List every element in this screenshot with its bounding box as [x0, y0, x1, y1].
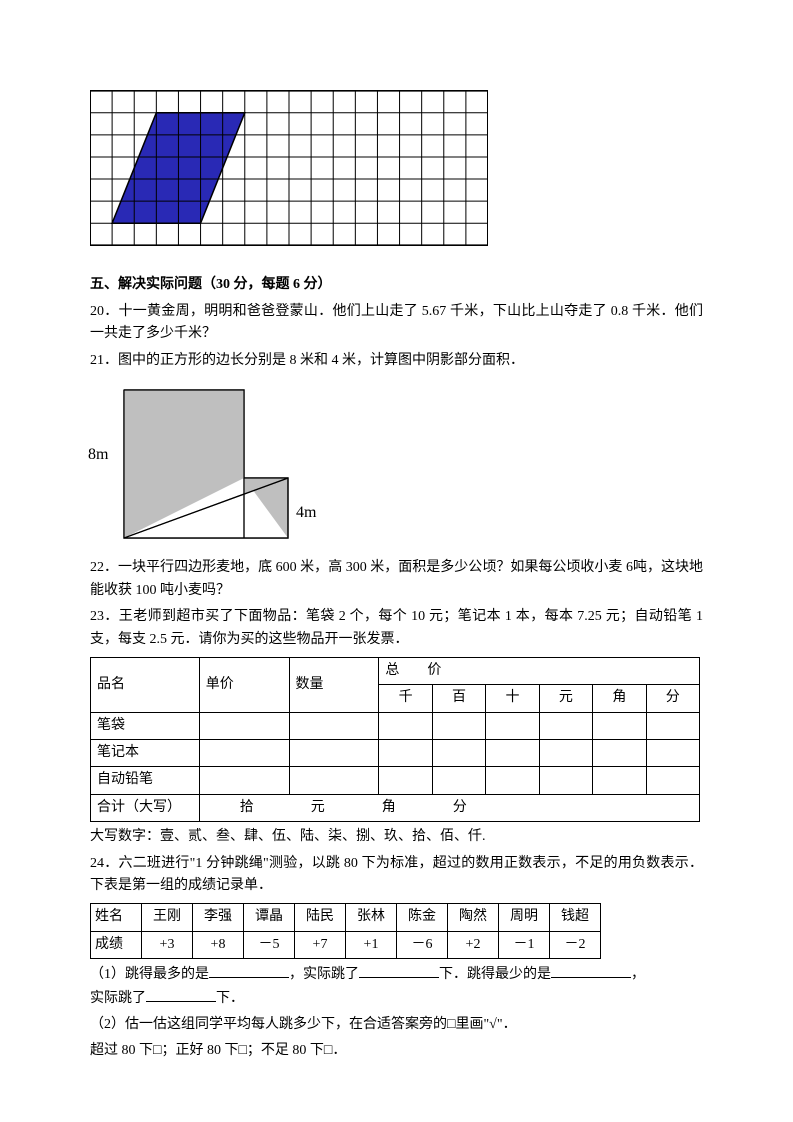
sub1-c: 下．跳得最少的是: [439, 967, 551, 982]
table-row: 笔记本: [91, 740, 700, 767]
th-thousand: 千: [379, 685, 432, 712]
name-cell: 陶然: [448, 904, 499, 931]
score-cell: +1: [346, 931, 397, 958]
cell-sum-label: 合计（大写）: [91, 794, 200, 821]
sub1-a: （1）跳得最多的是: [90, 967, 209, 982]
question-21: 21．图中的正方形的边长分别是 8 米和 4 米，计算图中阴影部分面积．: [90, 350, 703, 372]
name-cell: 张林: [346, 904, 397, 931]
sub1-d: ，: [631, 967, 645, 982]
blank-input[interactable]: [551, 963, 631, 978]
sum-yuan: 元: [311, 800, 325, 815]
score-cell: +8: [193, 931, 244, 958]
sub1-f: 下．: [216, 991, 244, 1006]
q24-sub2: （2）估一估这组同学平均每人跳多少下，在合适答案旁的□里画"√"．: [90, 1014, 703, 1036]
score-cell: －1: [499, 931, 550, 958]
score-table: 姓名 王刚 李强 谭晶 陆民 张林 陈金 陶然 周明 钱超 成绩 +3 +8 －…: [90, 903, 601, 959]
name-cell: 周明: [499, 904, 550, 931]
blank-input[interactable]: [209, 963, 289, 978]
score-cell: －5: [244, 931, 295, 958]
section-5-header: 五、解决实际问题（30 分，每题 6 分）: [90, 274, 703, 296]
question-24: 24．六二班进行"1 分钟跳绳"测验，以跳 80 下为标准，超过的数用正数表示，…: [90, 853, 703, 898]
th-name: 姓名: [91, 904, 142, 931]
sub1-e: 实际跳了: [90, 991, 146, 1006]
blank-input[interactable]: [359, 963, 439, 978]
name-cell: 陆民: [295, 904, 346, 931]
name-cell: 王刚: [142, 904, 193, 931]
name-cell: 钱超: [550, 904, 601, 931]
th-name: 品名: [91, 657, 200, 712]
score-cell: +7: [295, 931, 346, 958]
score-cell: +3: [142, 931, 193, 958]
table-row: 笔袋: [91, 712, 700, 739]
cell-name: 笔袋: [91, 712, 200, 739]
th-price: 单价: [199, 657, 289, 712]
score-cell: －6: [397, 931, 448, 958]
table-row-sum: 合计（大写） 拾 元 角 分: [91, 794, 700, 821]
blank-input[interactable]: [146, 987, 216, 1002]
question-22: 22．一块平行四边形麦地，底 600 米，高 300 米，面积是多少公顷？如果每…: [90, 557, 703, 602]
question-20: 20．十一黄金周，明明和爸爸登蒙山．他们上山走了 5.67 千米，下山比上山夺走…: [90, 301, 703, 346]
th-hundred: 百: [432, 685, 485, 712]
caps-digits: 大写数字：壹、贰、叁、肆、伍、陆、柒、捌、玖、拾、佰、仟.: [90, 826, 703, 848]
th-score: 成绩: [91, 931, 142, 958]
th-fen: 分: [646, 685, 699, 712]
table-row: 成绩 +3 +8 －5 +7 +1 －6 +2 －1 －2: [91, 931, 601, 958]
name-cell: 李强: [193, 904, 244, 931]
q24-sub1: （1）跳得最多的是 ，实际跳了 下．跳得最少的是 ， 实际跳了 下．: [90, 963, 703, 1010]
label-8m: 8m: [88, 442, 108, 468]
name-cell: 谭晶: [244, 904, 295, 931]
th-ten: 十: [486, 685, 539, 712]
th-jiao: 角: [593, 685, 646, 712]
table-row: 自动铅笔: [91, 767, 700, 794]
shaded-shape-figure: 8m 4m: [120, 386, 703, 549]
q24-options: 超过 80 下□；正好 80 下□；不足 80 下□．: [90, 1040, 703, 1062]
sum-jiao: 角: [382, 800, 396, 815]
sub1-b: ，实际跳了: [289, 967, 359, 982]
invoice-table: 品名 单价 数量 总 价 千 百 十 元 角 分 笔袋 笔记本 自动铅笔 合计（…: [90, 657, 700, 822]
score-cell: +2: [448, 931, 499, 958]
score-cell: －2: [550, 931, 601, 958]
name-cell: 陈金: [397, 904, 448, 931]
label-4m: 4m: [296, 500, 316, 526]
th-yuan: 元: [539, 685, 592, 712]
th-qty: 数量: [289, 657, 379, 712]
sum-shi: 拾: [240, 800, 254, 815]
question-23: 23．王老师到超市买了下面物品：笔袋 2 个，每个 10 元；笔记本 1 本，每…: [90, 606, 703, 651]
sum-fen: 分: [453, 800, 467, 815]
th-total: 总 价: [379, 657, 700, 684]
cell-name: 自动铅笔: [91, 767, 200, 794]
table-row: 姓名 王刚 李强 谭晶 陆民 张林 陈金 陶然 周明 钱超: [91, 904, 601, 931]
cell-name: 笔记本: [91, 740, 200, 767]
grid-parallelogram-figure: [90, 90, 703, 254]
